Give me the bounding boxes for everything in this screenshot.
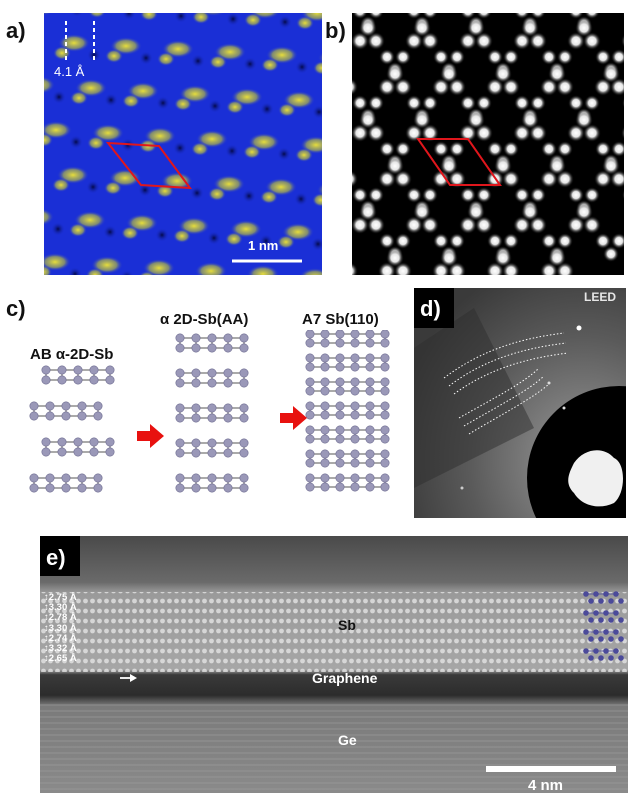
- layer-label-graphene: Graphene: [312, 670, 378, 686]
- panel-d-label: d): [420, 296, 441, 321]
- structure-label-aa: α 2D-Sb(AA): [160, 311, 249, 328]
- panel-e-scalebar-label: 4 nm: [528, 777, 564, 794]
- panel-b-simulated-image: [352, 13, 624, 275]
- panel-e-label: e): [46, 545, 66, 570]
- spacing-item: ↕2.74 Å: [44, 632, 77, 644]
- panel-a-scalebar-label: 1 nm: [248, 238, 279, 253]
- panel-e-tem-image: [40, 536, 628, 793]
- leed-title: LEED: [584, 290, 617, 304]
- panel-c-label: c): [6, 296, 26, 321]
- panel-c-structures: [29, 330, 390, 493]
- spacing-item: ↕2.65 Å: [44, 653, 77, 665]
- panel-a-stm-image: [44, 13, 322, 275]
- transition-arrow-1: [137, 424, 164, 448]
- panel-b-label: b): [325, 18, 346, 43]
- spacing-item: ↕3.30 Å: [44, 622, 77, 634]
- structure-label-a7: A7 Sb(110): [302, 311, 379, 328]
- panel-a-label: a): [6, 18, 26, 43]
- transition-arrow-2: [280, 406, 307, 430]
- spacing-item: ↕2.75 Å: [44, 592, 77, 603]
- spacing-item: ↕3.30 Å: [44, 602, 77, 614]
- layer-label-sb: Sb: [338, 617, 356, 633]
- structure-label-ab: AB α-2D-Sb: [30, 346, 114, 363]
- spacing-item: ↕2.78 Å: [44, 612, 77, 624]
- panel-d-leed-pattern: [414, 288, 626, 518]
- spacing-item: ↕3.32 Å: [44, 643, 77, 655]
- layer-label-ge: Ge: [338, 732, 357, 748]
- distance-label: 4.1 Å: [54, 64, 85, 79]
- interlayer-spacing-list: ↕2.75 Å ↕3.30 Å ↕2.78 Å ↕3.30 Å ↕2.74 Å …: [44, 592, 77, 665]
